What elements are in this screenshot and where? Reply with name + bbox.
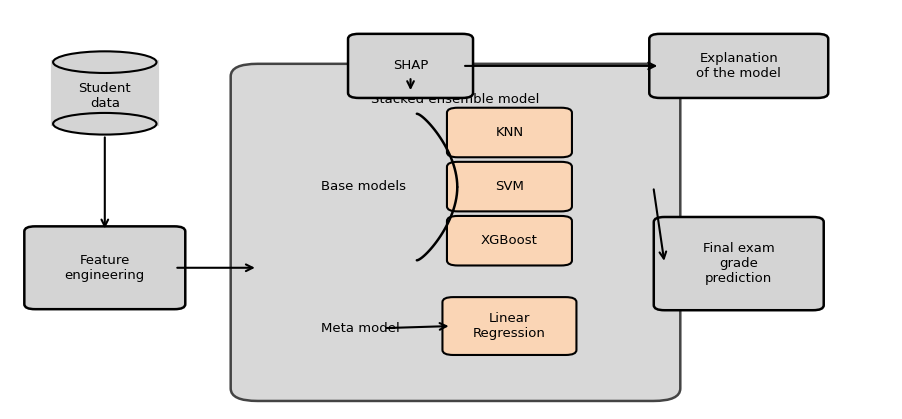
Text: Linear
Regression: Linear Regression <box>473 312 546 340</box>
FancyBboxPatch shape <box>53 62 157 124</box>
Text: XGBoost: XGBoost <box>481 234 538 247</box>
Text: Student
data: Student data <box>78 82 131 110</box>
Text: Meta model: Meta model <box>320 322 400 335</box>
FancyBboxPatch shape <box>348 34 473 98</box>
FancyBboxPatch shape <box>447 216 572 266</box>
Text: KNN: KNN <box>495 126 523 139</box>
Text: Final exam
grade
prediction: Final exam grade prediction <box>703 242 775 285</box>
Text: Base models: Base models <box>320 180 406 193</box>
Text: SHAP: SHAP <box>393 59 428 72</box>
Text: Stacked ensemble model: Stacked ensemble model <box>372 93 539 106</box>
Ellipse shape <box>53 113 157 134</box>
FancyBboxPatch shape <box>649 34 828 98</box>
FancyBboxPatch shape <box>447 108 572 157</box>
Ellipse shape <box>53 52 157 73</box>
FancyBboxPatch shape <box>24 226 185 309</box>
Text: Feature
engineering: Feature engineering <box>65 254 145 282</box>
Text: Explanation
of the model: Explanation of the model <box>696 52 781 80</box>
FancyBboxPatch shape <box>447 162 572 211</box>
FancyBboxPatch shape <box>231 64 680 401</box>
FancyBboxPatch shape <box>443 297 576 355</box>
FancyBboxPatch shape <box>654 217 824 310</box>
Text: SVM: SVM <box>495 180 524 193</box>
